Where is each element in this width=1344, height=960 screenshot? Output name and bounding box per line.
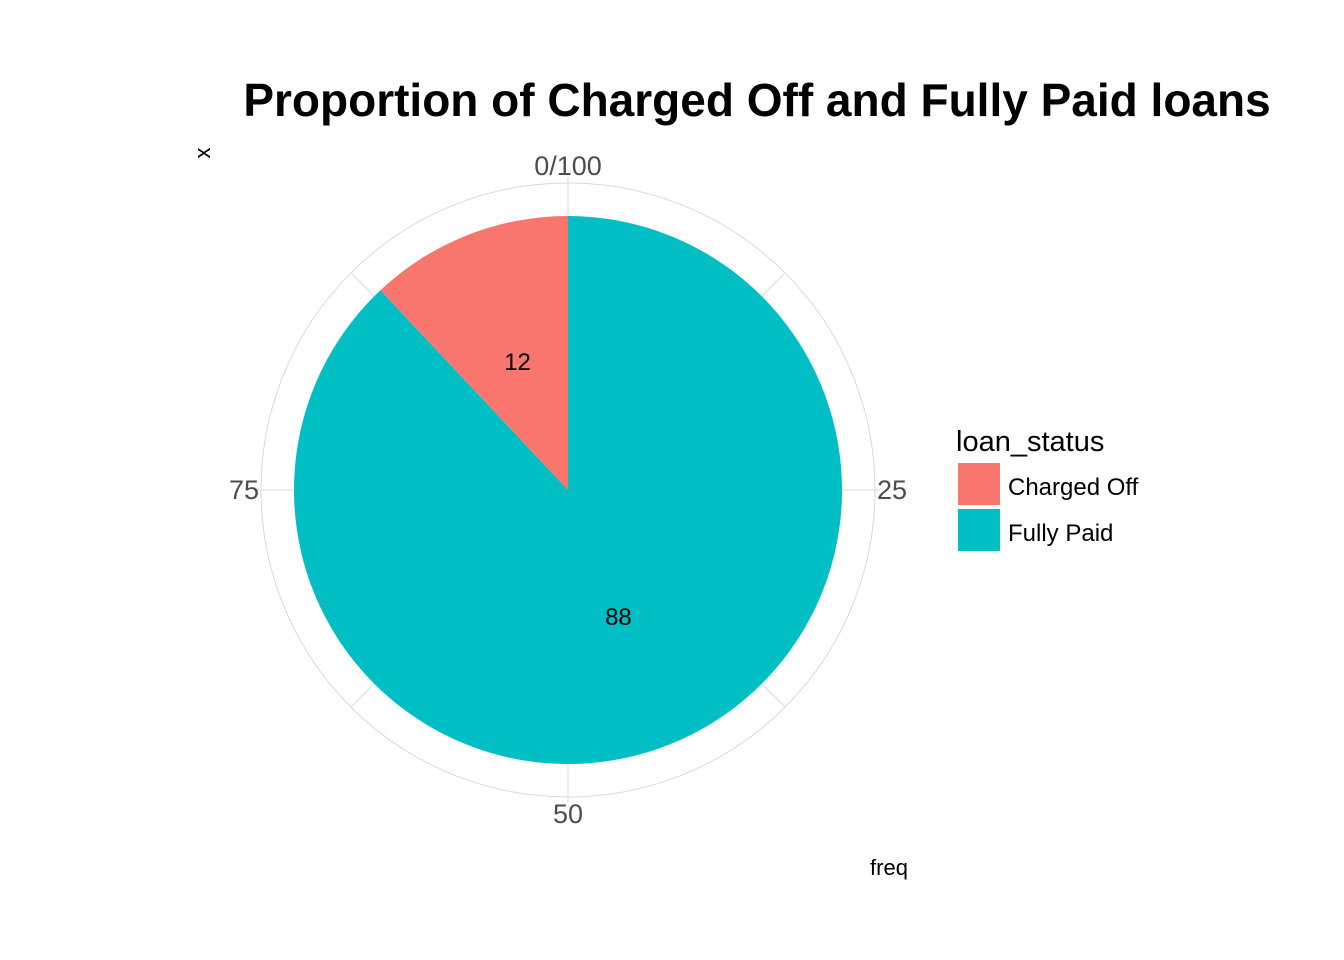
pie-slices [293,216,842,765]
theta-tick-label: 25 [877,475,907,505]
slice-fully-paid [293,216,842,765]
slice-charged-off [380,216,568,490]
y-axis-title: x [190,148,215,159]
slice-value-labels: 88 12 [504,349,632,631]
slice-value-label-charged-off: 12 [504,349,531,376]
legend-label-fully-paid: Fully Paid [1008,520,1113,547]
legend-title: loan_status [956,426,1104,458]
legend-key-fully-paid [958,509,1000,551]
chart-title: Proportion of Charged Off and Fully Paid… [243,74,1270,126]
legend: loan_status Charged Off Fully Paid [956,426,1139,551]
legend-label-charged-off: Charged Off [1008,474,1139,501]
slice-value-label-fully-paid: 88 [605,604,632,631]
theta-tick-label: 75 [229,475,259,505]
theta-ticks: 0/100 25 50 75 [229,151,907,829]
theta-tick-label: 50 [553,799,583,829]
theta-tick-label: 0/100 [534,151,602,181]
legend-key-charged-off [958,463,1000,505]
x-axis-title: freq [870,855,908,880]
